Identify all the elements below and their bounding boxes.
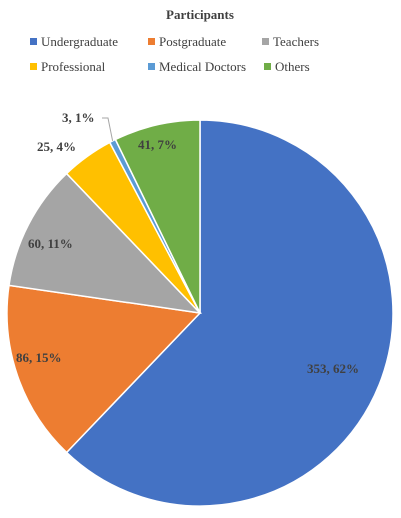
data-label-teachers: 60, 11% — [28, 236, 73, 251]
data-label-undergraduate: 353, 62% — [307, 361, 359, 376]
data-label-others: 41, 7% — [138, 137, 177, 152]
pie-slice-undergraduate — [65, 119, 394, 507]
legend: Undergraduate Postgraduate Teachers Profess… — [30, 34, 319, 74]
leader-line-medical-doctors — [102, 117, 114, 141]
legend-label-others: Others — [275, 59, 310, 74]
pie-slice-others — [114, 119, 201, 314]
legend-swatch-medical-doctors — [148, 63, 155, 70]
data-label-medical-doctors: 3, 1% — [62, 110, 95, 125]
data-labels: 353, 62% 86, 15% 60, 11% 25, 4% 3, 1% 41, 7% — [16, 110, 359, 376]
pie-slice-teachers — [8, 172, 203, 315]
legend-swatch-professional — [30, 63, 37, 70]
legend-label-postgraduate: Postgraduate — [159, 34, 226, 49]
legend-swatch-postgraduate — [148, 38, 155, 45]
leader-lines — [102, 117, 114, 141]
data-label-professional: 25, 4% — [37, 139, 76, 154]
legend-swatch-others — [264, 63, 271, 70]
legend-label-undergraduate: Undergraduate — [41, 34, 118, 49]
pie-slices — [6, 119, 394, 507]
legend-label-medical-doctors: Medical Doctors — [159, 59, 246, 74]
chart-title: Participants — [166, 7, 234, 22]
legend-swatch-teachers — [262, 38, 269, 45]
data-label-postgraduate: 86, 15% — [16, 350, 62, 365]
legend-label-professional: Professional — [41, 59, 106, 74]
legend-label-teachers: Teachers — [273, 34, 319, 49]
legend-swatch-undergraduate — [30, 38, 37, 45]
pie-slice-postgraduate — [6, 284, 202, 454]
